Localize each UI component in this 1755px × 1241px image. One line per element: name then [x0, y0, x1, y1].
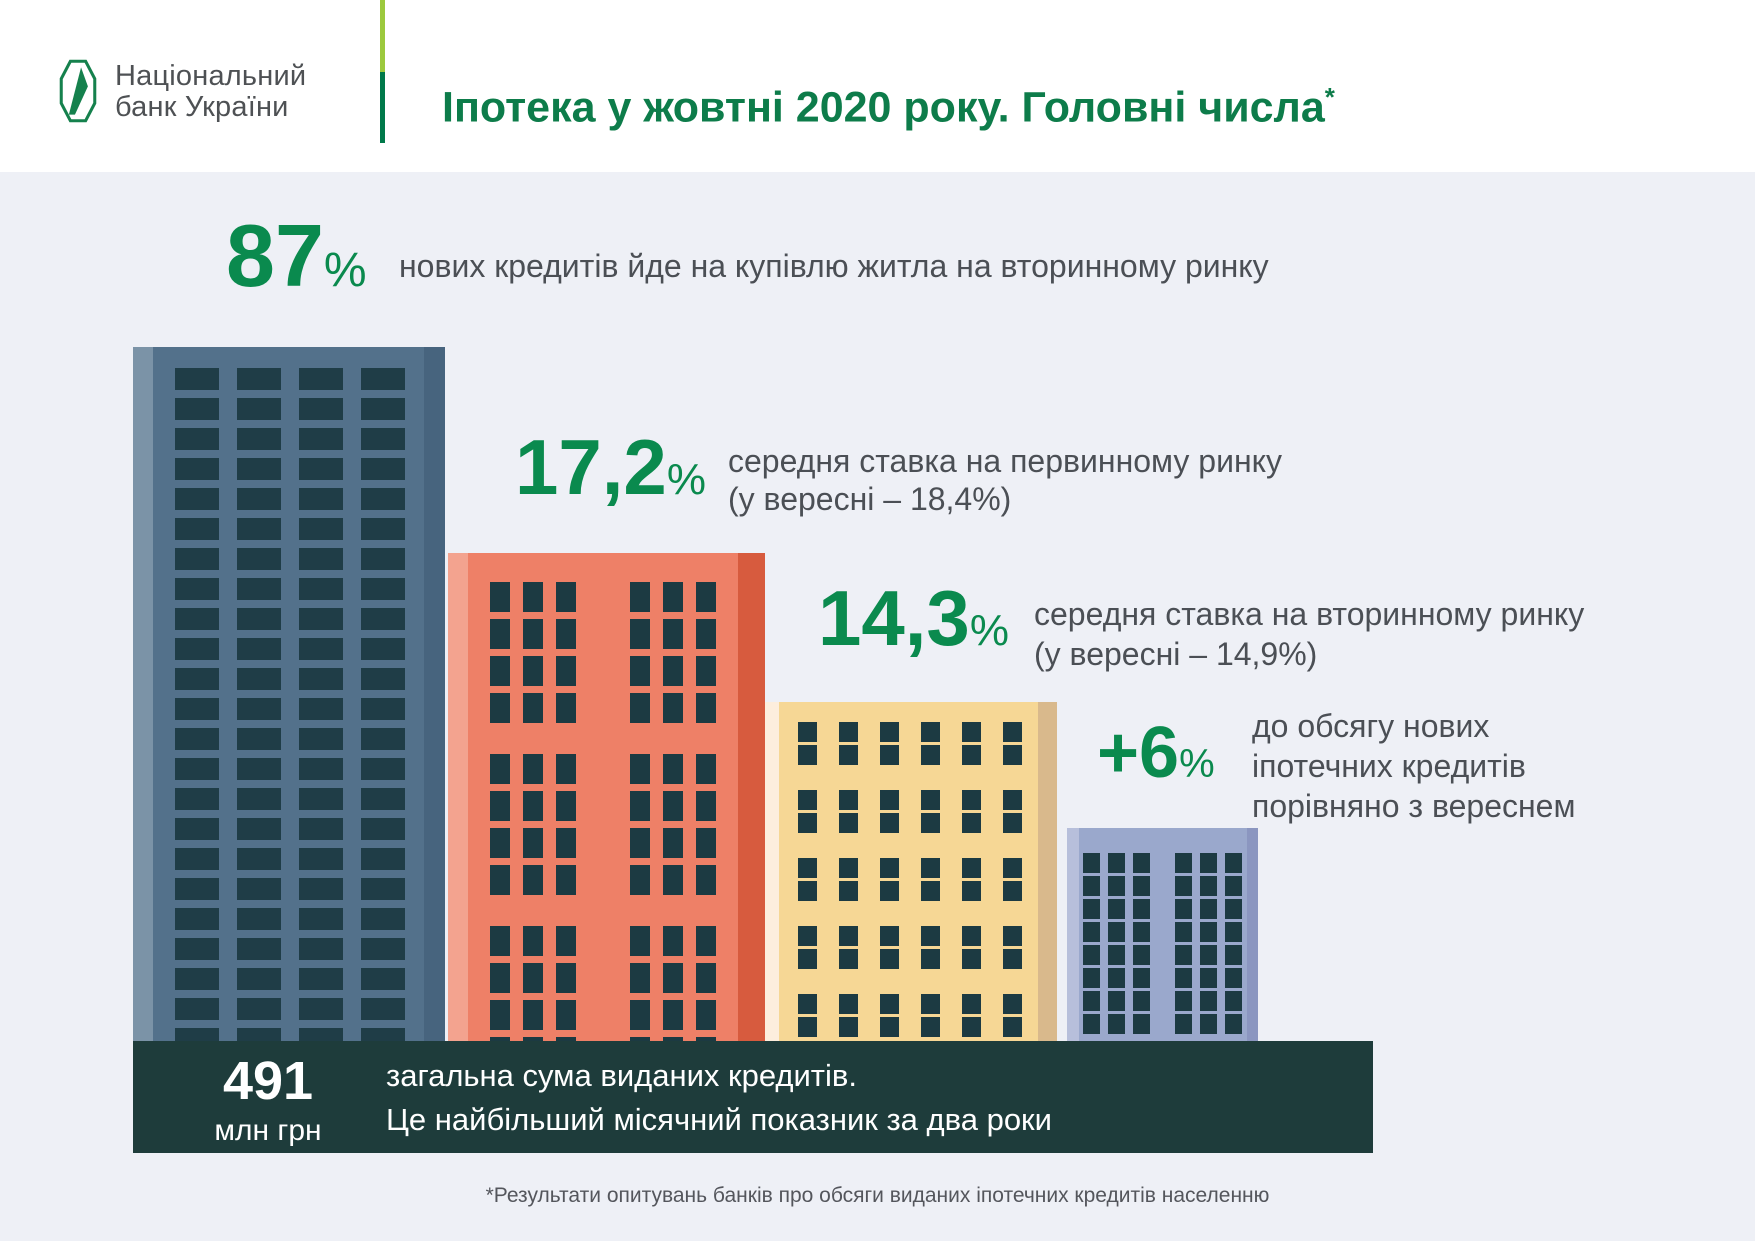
- stat-description: до обсягу нових іпотечних кредитів порів…: [1252, 706, 1575, 826]
- total-amount-bar: 491 млн грн загальна сума виданих кредит…: [133, 1041, 1373, 1153]
- divider-light-segment: [380, 0, 385, 72]
- building-yellow: [765, 702, 1057, 1045]
- stat-description-line: нових кредитів йде на купівлю житла на в…: [399, 248, 1269, 284]
- stat-number: 87: [226, 206, 324, 305]
- stat-value: 87%: [226, 212, 367, 315]
- stat-description-line: (у вересні – 18,4%): [728, 481, 1012, 517]
- building-left-edge: [765, 702, 779, 1045]
- divider-dark-segment: [380, 72, 385, 143]
- nbu-logo-text: Національний банк України: [115, 61, 306, 123]
- logo-line-2: банк України: [115, 91, 289, 123]
- stat-description: нових кредитів йде на купівлю житла на в…: [399, 247, 1269, 285]
- building-right-edge: [738, 553, 765, 1045]
- stat-description-line: до обсягу нових: [1252, 708, 1490, 744]
- building-right-edge: [424, 347, 445, 1045]
- page-title-text: Іпотека у жовтні 2020 року. Головні числ…: [442, 83, 1325, 132]
- stat-description-line: порівняно з вереснем: [1252, 788, 1576, 824]
- total-value: 491 млн грн: [168, 1053, 368, 1147]
- building-right-edge: [1247, 828, 1258, 1045]
- building-windows: [798, 722, 1022, 1045]
- nbu-logo-icon: [59, 59, 97, 123]
- building-windows: [1083, 853, 1243, 1035]
- footnote: *Результати опитувань банків про обсяги …: [485, 1184, 1270, 1207]
- header: Національний банк України Іпотека у жовт…: [0, 0, 1755, 172]
- stat-number: +6: [1097, 713, 1180, 793]
- percent-sign: %: [323, 244, 367, 297]
- building-left-edge: [133, 347, 153, 1045]
- stat-description-line: середня ставка на первинному ринку: [728, 443, 1282, 479]
- stat-value: +6%: [1097, 717, 1215, 800]
- building-coral: [448, 553, 765, 1045]
- percent-sign: %: [969, 606, 1009, 655]
- percent-sign: %: [666, 455, 706, 504]
- building-windows: [175, 368, 405, 1045]
- total-description-line: загальна сума виданих кредитів.: [386, 1058, 857, 1093]
- logo-line-1: Національний: [115, 60, 307, 92]
- building-left-edge: [1067, 828, 1079, 1045]
- stat-value: 17,2%: [515, 428, 706, 519]
- stat-description: середня ставка на вторинному ринку (у ве…: [1034, 594, 1584, 674]
- header-divider: [380, 0, 385, 143]
- stat-number: 17,2: [515, 423, 667, 511]
- building-tall-slate: [133, 347, 445, 1045]
- stat-description-line: середня ставка на вторинному ринку: [1034, 596, 1585, 632]
- stat-value: 14,3%: [818, 579, 1009, 670]
- total-description: загальна сума виданих кредитів. Це найбі…: [386, 1054, 1052, 1142]
- page-title: Іпотека у жовтні 2020 року. Головні числ…: [442, 72, 1335, 132]
- building-windows: [490, 582, 718, 1045]
- percent-sign: %: [1179, 742, 1215, 786]
- building-periwinkle: [1067, 828, 1258, 1045]
- total-unit: млн грн: [214, 1114, 322, 1147]
- page-title-footnote-marker: *: [1324, 82, 1335, 112]
- stat-number: 14,3: [818, 574, 970, 662]
- stat-description-line: (у вересні – 14,9%): [1034, 636, 1318, 672]
- building-left-edge: [448, 553, 468, 1045]
- total-number: 491: [222, 1051, 314, 1111]
- total-description-line: Це найбільший місячний показник за два р…: [386, 1102, 1052, 1137]
- stat-description-line: іпотечних кредитів: [1252, 748, 1526, 784]
- stat-description: середня ставка на первинному ринку (у ве…: [728, 442, 1282, 518]
- building-right-edge: [1038, 702, 1057, 1045]
